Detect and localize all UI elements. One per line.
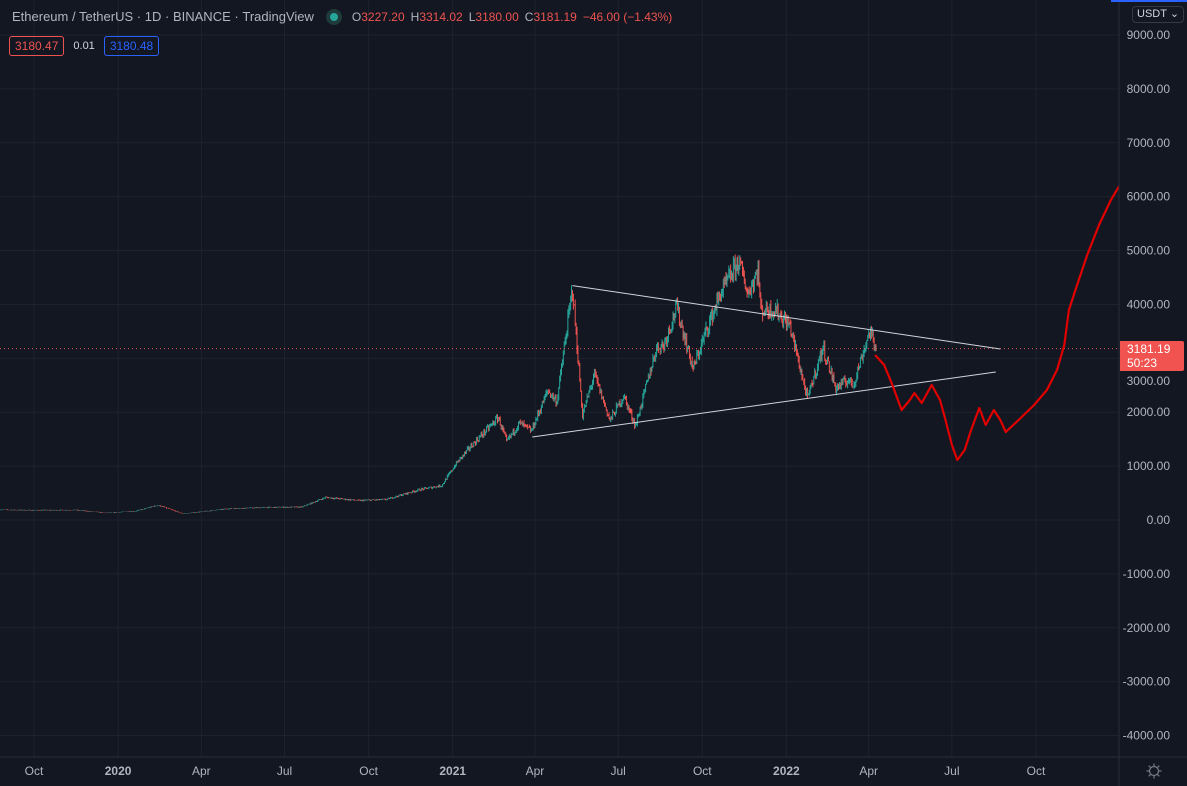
time-tick-label: Oct	[1027, 764, 1046, 778]
drawings[interactable]	[0, 183, 1121, 462]
time-tick-label: Apr	[526, 764, 545, 778]
ohlc-close: C3181.19	[525, 10, 577, 24]
data-source: TradingView	[242, 9, 314, 24]
low-value: 3180.00	[475, 9, 519, 24]
separator: ·	[234, 9, 239, 24]
last-price-label: 3181.19 50:23	[1120, 341, 1184, 371]
time-tick-label: 2022	[773, 764, 800, 778]
interval: 1D	[144, 9, 162, 24]
price-tick-label: -1000.00	[1123, 567, 1171, 581]
time-tick-label: Oct	[25, 764, 44, 778]
price-tick-label: 3000.00	[1127, 374, 1171, 388]
time-tick-label: Jul	[611, 764, 626, 778]
forecast-brush-drawing[interactable]	[874, 183, 1121, 462]
buy-button[interactable]: 3180.48	[103, 36, 160, 56]
price-tick-label: 9000.00	[1127, 28, 1171, 42]
time-tick-label: 2021	[439, 764, 466, 778]
symbol-name[interactable]: Ethereum / TetherUS	[12, 9, 134, 24]
spread-value: 0.01	[73, 40, 95, 52]
close-label: C	[524, 9, 534, 24]
time-axis[interactable]: Oct 2020 Apr Jul Oct 2021 Apr Jul Oct 2022 Apr Jul O…	[25, 764, 1046, 778]
top-accent-bar	[1111, 0, 1187, 2]
symbol-legend: Ethereum / TetherUS · 1D · BINANCE · Tra…	[12, 9, 672, 24]
market-status-icon[interactable]	[329, 12, 338, 21]
open-value: 3227.20	[361, 9, 405, 24]
price-change: −46.00 (−1.43%)	[582, 9, 673, 24]
currency-label: USDT	[1137, 8, 1167, 20]
time-tick-label: 2020	[105, 764, 132, 778]
price-tick-label: -2000.00	[1123, 621, 1171, 635]
separator: ·	[165, 9, 170, 24]
time-tick-label: Apr	[192, 764, 211, 778]
price-tick-label: 6000.00	[1127, 190, 1171, 204]
open-label: O	[351, 9, 362, 24]
last-price-value: 3181.19	[1127, 342, 1171, 356]
price-tick-label: -3000.00	[1123, 675, 1171, 689]
close-value: 3181.19	[533, 9, 577, 24]
price-tick-label: 4000.00	[1127, 297, 1171, 311]
price-tick-label: 5000.00	[1127, 244, 1171, 258]
price-tick-label: 2000.00	[1127, 405, 1171, 419]
ohlc-open: O3227.20	[352, 10, 405, 24]
trendline-lower[interactable]	[532, 371, 996, 438]
quote-buttons: 3180.47 0.01 3180.48	[9, 36, 160, 56]
price-tick-label: 8000.00	[1127, 82, 1171, 96]
time-tick-label: Oct	[359, 764, 378, 778]
currency-select[interactable]: USDT ⌄	[1132, 6, 1185, 23]
exchange: BINANCE	[172, 9, 231, 24]
grid	[0, 0, 1119, 757]
price-tick-label: 0.00	[1147, 513, 1171, 527]
separator: ·	[136, 9, 142, 24]
settings-gear-icon[interactable]	[1146, 763, 1162, 779]
time-tick-label: Jul	[944, 764, 959, 778]
trendline-upper[interactable]	[572, 285, 1001, 350]
candles	[0, 254, 877, 514]
high-label: H	[410, 9, 420, 24]
time-tick-label: Apr	[859, 764, 878, 778]
chevron-down-icon: ⌄	[1169, 8, 1180, 20]
high-value: 3314.02	[419, 9, 463, 24]
price-tick-label: 7000.00	[1127, 136, 1171, 150]
sell-button[interactable]: 3180.47	[9, 36, 65, 56]
ohlc-high: H3314.02	[411, 10, 463, 24]
bar-countdown: 50:23	[1127, 356, 1158, 370]
time-tick-label: Jul	[277, 764, 292, 778]
low-label: L	[468, 9, 476, 24]
price-tick-label: -4000.00	[1123, 729, 1171, 743]
ohlc-low: L3180.00	[469, 10, 519, 24]
price-tick-label: 1000.00	[1127, 459, 1171, 473]
time-tick-label: Oct	[693, 764, 712, 778]
price-axis[interactable]: 9000.00 8000.00 7000.00 6000.00 5000.00 4000.…	[1123, 28, 1171, 743]
